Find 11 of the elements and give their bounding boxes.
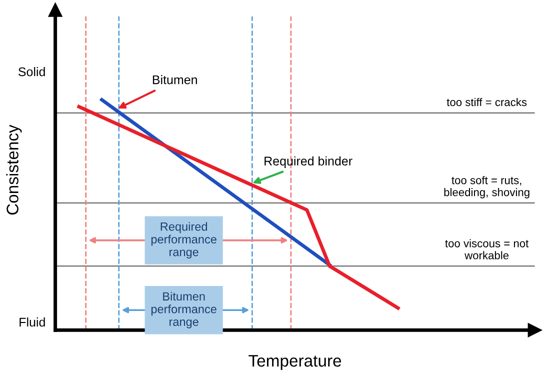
ref-line-label: too soft = ruts, bleeding, shoving bbox=[444, 176, 530, 198]
ref-line-label: too viscous = not workable bbox=[445, 239, 529, 260]
text: Bitumen bbox=[152, 75, 197, 84]
annotation: Bitumen performance range bbox=[151, 292, 216, 328]
ref-line-label: too stiff = cracks bbox=[446, 98, 527, 106]
text: Fluid bbox=[20, 317, 45, 327]
annotation: Required performance range bbox=[151, 222, 216, 259]
text: Solid bbox=[18, 67, 45, 76]
x-axis-title: Temperature bbox=[248, 355, 342, 370]
series-label: Required binder bbox=[264, 156, 352, 168]
y-axis-title: Consistency bbox=[6, 124, 22, 215]
